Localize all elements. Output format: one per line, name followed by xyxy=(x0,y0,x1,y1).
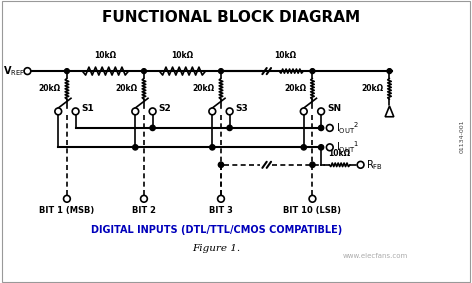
Circle shape xyxy=(133,145,138,150)
Circle shape xyxy=(65,69,69,74)
Text: 10kΩ: 10kΩ xyxy=(94,52,117,60)
Circle shape xyxy=(24,68,31,74)
Text: 10kΩ: 10kΩ xyxy=(171,52,194,60)
Circle shape xyxy=(149,108,156,115)
Circle shape xyxy=(141,195,147,202)
Circle shape xyxy=(300,108,307,115)
Circle shape xyxy=(64,195,70,202)
Circle shape xyxy=(301,145,306,150)
Circle shape xyxy=(142,69,146,74)
Circle shape xyxy=(219,69,223,74)
Circle shape xyxy=(219,162,224,168)
Text: www.elecfans.com: www.elecfans.com xyxy=(342,253,408,259)
Text: BIT 3: BIT 3 xyxy=(209,206,233,215)
Text: V$_{\mathsf{REF}}$: V$_{\mathsf{REF}}$ xyxy=(3,64,25,78)
Text: S2: S2 xyxy=(159,104,171,113)
Circle shape xyxy=(150,125,155,130)
Text: BIT 1 (MSB): BIT 1 (MSB) xyxy=(39,206,94,215)
Circle shape xyxy=(227,125,232,130)
Text: 20kΩ: 20kΩ xyxy=(361,83,383,93)
Circle shape xyxy=(72,108,79,115)
Text: Figure 1.: Figure 1. xyxy=(192,244,240,253)
Circle shape xyxy=(327,144,333,151)
Text: 20kΩ: 20kΩ xyxy=(193,83,215,93)
Circle shape xyxy=(132,108,139,115)
Text: 20kΩ: 20kΩ xyxy=(116,83,138,93)
Circle shape xyxy=(387,69,392,74)
Text: FUNCTIONAL BLOCK DIAGRAM: FUNCTIONAL BLOCK DIAGRAM xyxy=(101,10,360,25)
Text: I$_{\mathsf{OUT}}$$^{2}$: I$_{\mathsf{OUT}}$$^{2}$ xyxy=(336,120,359,136)
Circle shape xyxy=(226,108,233,115)
Text: 10kΩ: 10kΩ xyxy=(329,149,351,158)
Text: 20kΩ: 20kΩ xyxy=(284,83,306,93)
Circle shape xyxy=(318,108,324,115)
Text: 01134-001: 01134-001 xyxy=(459,120,464,153)
Text: S3: S3 xyxy=(236,104,248,113)
Circle shape xyxy=(309,195,316,202)
Circle shape xyxy=(319,125,324,130)
Circle shape xyxy=(357,161,364,168)
Text: BIT 2: BIT 2 xyxy=(132,206,156,215)
Circle shape xyxy=(310,162,315,168)
Text: DIGITAL INPUTS (DTL/TTL/CMOS COMPATIBLE): DIGITAL INPUTS (DTL/TTL/CMOS COMPATIBLE) xyxy=(91,225,342,235)
Text: S1: S1 xyxy=(81,104,94,113)
Circle shape xyxy=(319,145,324,150)
Circle shape xyxy=(209,108,216,115)
Text: BIT 10 (LSB): BIT 10 (LSB) xyxy=(284,206,341,215)
Circle shape xyxy=(310,69,315,74)
Text: 10kΩ: 10kΩ xyxy=(274,52,296,60)
Text: R$_{\mathsf{FB}}$: R$_{\mathsf{FB}}$ xyxy=(366,158,383,172)
Text: 20kΩ: 20kΩ xyxy=(39,83,61,93)
Circle shape xyxy=(327,125,333,131)
Text: I$_{\mathsf{OUT}}$$^{1}$: I$_{\mathsf{OUT}}$$^{1}$ xyxy=(336,140,359,155)
Circle shape xyxy=(55,108,62,115)
Circle shape xyxy=(218,195,224,202)
Text: SN: SN xyxy=(327,104,341,113)
Circle shape xyxy=(210,145,215,150)
